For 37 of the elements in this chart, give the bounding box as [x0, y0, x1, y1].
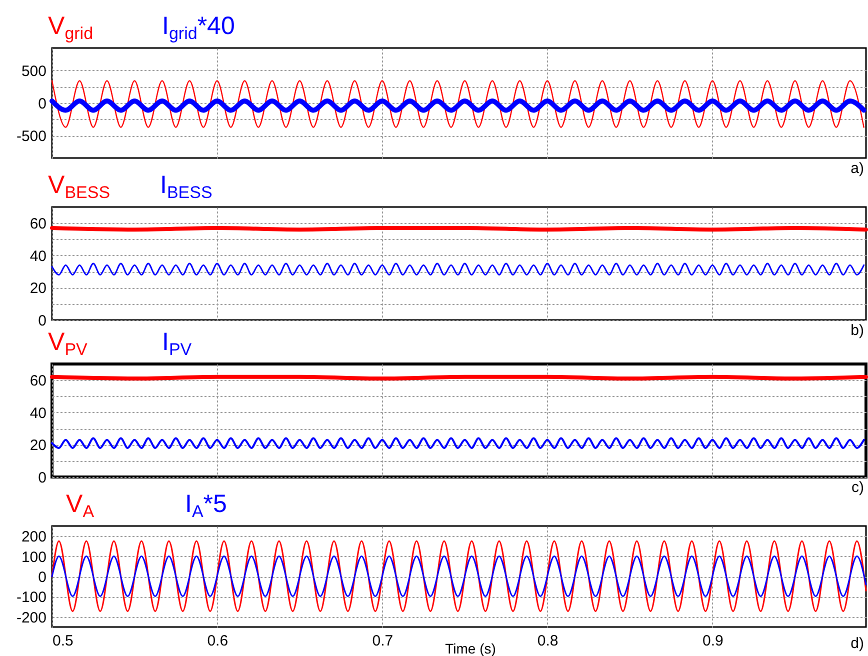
y-tick-label: 0: [38, 96, 46, 112]
line-series: [51, 540, 867, 612]
text: c): [852, 479, 864, 496]
x-tick-label: 0.8: [537, 632, 558, 650]
line-series: [51, 262, 865, 276]
text: a): [850, 160, 864, 177]
y-tick-label: -100: [16, 589, 46, 606]
y-tick-label: 0: [38, 470, 46, 486]
series-label: V$_{A}$: [66, 490, 94, 522]
y-tick-label: -500: [16, 128, 46, 146]
y-tick-label: 40: [30, 248, 46, 265]
y-tick-label: 60: [30, 216, 46, 233]
y-tick-label: 200: [21, 528, 46, 546]
line-series: [51, 556, 867, 598]
y-tick-label: -200: [16, 609, 46, 626]
x-tick-label: 0.9: [702, 632, 724, 650]
text: I$_{BESS}$: [160, 171, 212, 203]
series-label: V$_{PV}$: [48, 328, 88, 360]
series-label: I$_{A}$*5: [185, 490, 227, 522]
y-tick-label: 100: [21, 548, 46, 566]
text: I$_{PV}$: [162, 328, 192, 360]
y-tick-label: 60: [30, 372, 46, 390]
y-tick-label: 40: [30, 404, 46, 422]
series-label: V$_{BESS}$: [48, 171, 110, 203]
text: I$_{grid}$*40: [162, 12, 235, 44]
y-tick-label: 0: [38, 312, 46, 330]
x-tick-label: 0.6: [207, 632, 228, 650]
y-tick-label: 0: [38, 569, 46, 586]
line-series: [51, 437, 865, 449]
y-tick-label: 500: [21, 62, 46, 80]
text: d): [850, 635, 864, 652]
text: b): [850, 322, 864, 339]
x-tick-label: 0.5: [52, 632, 74, 650]
y-tick-label: 20: [30, 280, 46, 298]
y-tick-label: 20: [30, 437, 46, 454]
x-tick-label: 0.7: [372, 632, 394, 650]
series-label: V$_{grid}$: [48, 12, 94, 44]
